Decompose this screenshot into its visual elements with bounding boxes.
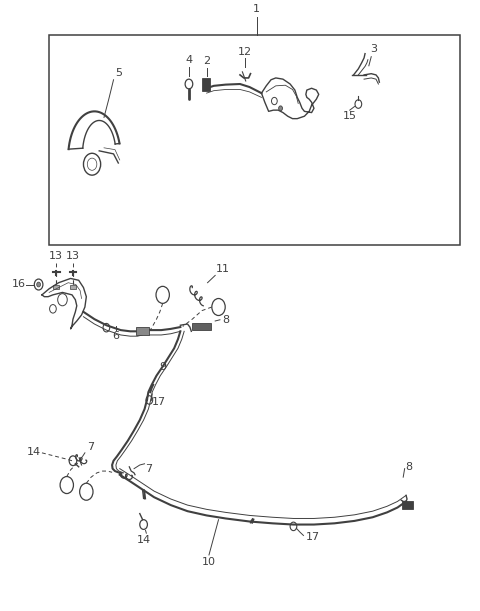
FancyBboxPatch shape <box>136 327 149 335</box>
Text: 4: 4 <box>185 54 192 65</box>
Text: 3: 3 <box>370 44 377 54</box>
Circle shape <box>212 299 225 315</box>
Text: 15: 15 <box>343 111 357 122</box>
Text: 10: 10 <box>202 557 216 568</box>
Circle shape <box>156 287 169 304</box>
Text: 8: 8 <box>222 315 229 325</box>
FancyBboxPatch shape <box>402 502 413 510</box>
FancyBboxPatch shape <box>202 78 210 91</box>
Text: 11: 11 <box>216 264 230 274</box>
FancyBboxPatch shape <box>70 285 76 289</box>
Text: 14: 14 <box>27 447 41 456</box>
Text: B: B <box>159 290 166 299</box>
Text: 5: 5 <box>115 68 122 78</box>
Circle shape <box>60 477 73 494</box>
Bar <box>49 35 459 245</box>
Circle shape <box>36 282 40 287</box>
Text: B: B <box>63 480 70 489</box>
Text: A: A <box>215 302 222 312</box>
Text: 7: 7 <box>87 442 95 452</box>
Text: A: A <box>83 487 90 496</box>
Text: 8: 8 <box>406 463 413 472</box>
Text: 1: 1 <box>253 4 260 14</box>
Text: 13: 13 <box>49 251 63 261</box>
Circle shape <box>80 483 93 500</box>
Text: 6: 6 <box>112 331 120 342</box>
Text: 17: 17 <box>152 397 166 407</box>
Text: 9: 9 <box>159 362 166 371</box>
Text: 2: 2 <box>203 56 210 66</box>
Text: 14: 14 <box>136 535 151 545</box>
FancyBboxPatch shape <box>53 285 59 289</box>
Circle shape <box>279 106 282 111</box>
Text: 13: 13 <box>66 251 80 261</box>
Text: 17: 17 <box>305 532 320 542</box>
Text: 16: 16 <box>12 279 26 289</box>
FancyBboxPatch shape <box>192 323 211 330</box>
Text: 12: 12 <box>238 46 252 57</box>
Text: 7: 7 <box>145 464 153 474</box>
